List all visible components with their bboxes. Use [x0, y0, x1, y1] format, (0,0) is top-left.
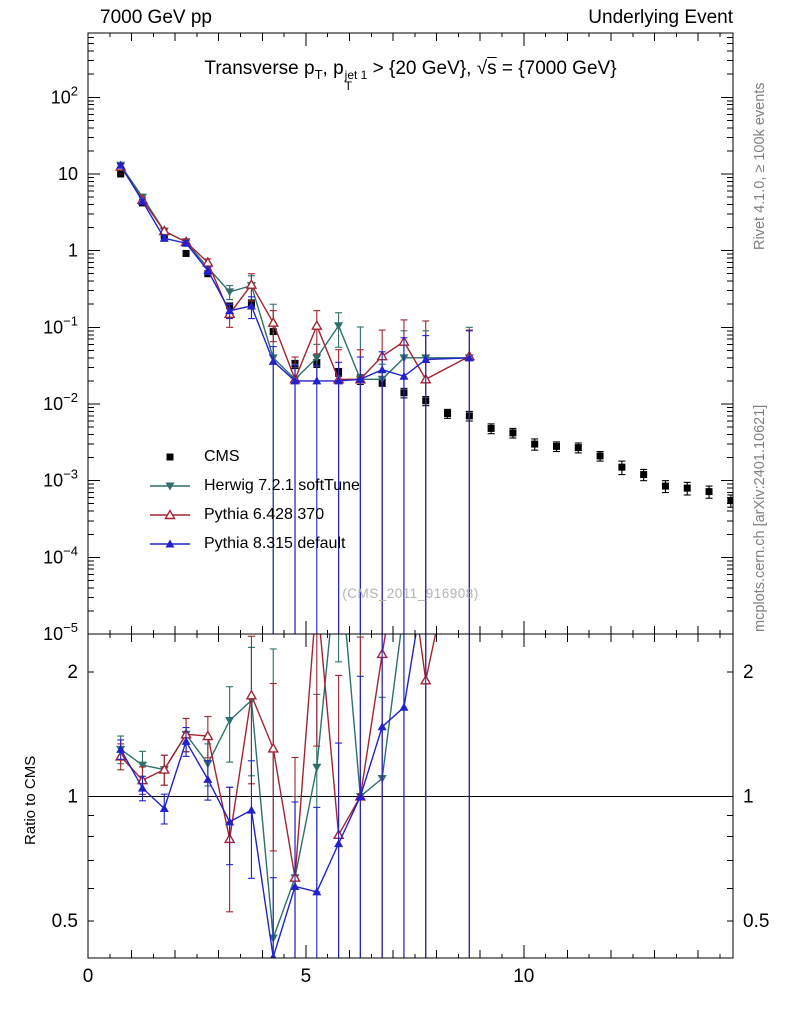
svg-text:10−2: 10−2	[43, 390, 78, 414]
svg-text:0.5: 0.5	[52, 911, 78, 932]
beam-energy-label: 7000 GeV pp	[100, 7, 212, 28]
analysis-watermark: (CMS_2011_916908)	[342, 586, 479, 601]
title-text-1: Transverse p	[204, 58, 315, 79]
svg-text:10: 10	[58, 164, 78, 184]
svg-text:10−1: 10−1	[43, 313, 78, 337]
svg-text:10: 10	[513, 966, 534, 987]
cms-marker-icon	[148, 449, 192, 465]
ratio-axis-title: Ratio to CMS	[22, 755, 39, 845]
pythia8-marker-icon	[148, 536, 192, 552]
rivet-version-caption: Rivet 4.1.0, ≥ 100k events	[752, 82, 768, 250]
series-pythia-8-315-default-ratio	[116, 634, 470, 958]
svg-text:102: 102	[51, 83, 78, 107]
svg-text:1: 1	[743, 786, 754, 807]
title-sub-t: T	[344, 79, 353, 94]
herwig-marker-icon	[148, 478, 192, 494]
svg-text:10−4: 10−4	[43, 543, 78, 567]
svg-text:0: 0	[83, 966, 94, 987]
legend-item-pythia8: Pythia 8.315 default	[148, 529, 360, 558]
svg-text:5: 5	[301, 966, 312, 987]
axis-labels: 102 10 1 10−1 10−2 10−3 10−4 10−5 2 2 1 1 0.5 0.5 0 5 10	[43, 83, 769, 987]
legend-label-cms: CMS	[204, 447, 240, 465]
svg-text:1: 1	[67, 786, 78, 807]
observable-group-label: Underlying Event	[588, 7, 733, 28]
series-pythia-8-315-default-main	[116, 160, 474, 634]
title-sqrt: √	[476, 58, 488, 79]
legend-item-pythia6: Pythia 6.428 370	[148, 500, 360, 529]
legend-label-herwig: Herwig 7.2.1 softTune	[204, 476, 360, 494]
axis-ticks	[87, 33, 733, 958]
mcplots-arxiv-caption: mcplots.cern.ch [arXiv:2401.10621]	[752, 404, 768, 632]
svg-text:2: 2	[743, 662, 754, 683]
title-sub-1: T	[314, 66, 323, 82]
svg-text:1: 1	[68, 241, 78, 261]
legend-label-pythia8: Pythia 8.315 default	[204, 534, 346, 552]
svg-text:10−5: 10−5	[43, 620, 78, 644]
title-sqrt-s: s	[487, 58, 497, 79]
legend-item-cms: CMS	[148, 442, 360, 471]
svg-text:2: 2	[67, 662, 78, 683]
title-text-2: , p	[322, 58, 344, 79]
legend-label-pythia6: Pythia 6.428 370	[204, 505, 325, 523]
title-text-4: = {7000 GeV}	[496, 58, 617, 79]
svg-text:0.5: 0.5	[743, 911, 769, 932]
svg-text:10−3: 10−3	[43, 467, 78, 491]
legend: CMS Herwig 7.2.1 softTune Pythia 6.428 3…	[148, 442, 360, 558]
pythia6-marker-icon	[148, 507, 192, 523]
title-text-3: > {20 GeV},	[367, 58, 477, 79]
title-sup-jet: jet 1	[344, 68, 368, 83]
legend-item-herwig: Herwig 7.2.1 softTune	[148, 471, 360, 500]
